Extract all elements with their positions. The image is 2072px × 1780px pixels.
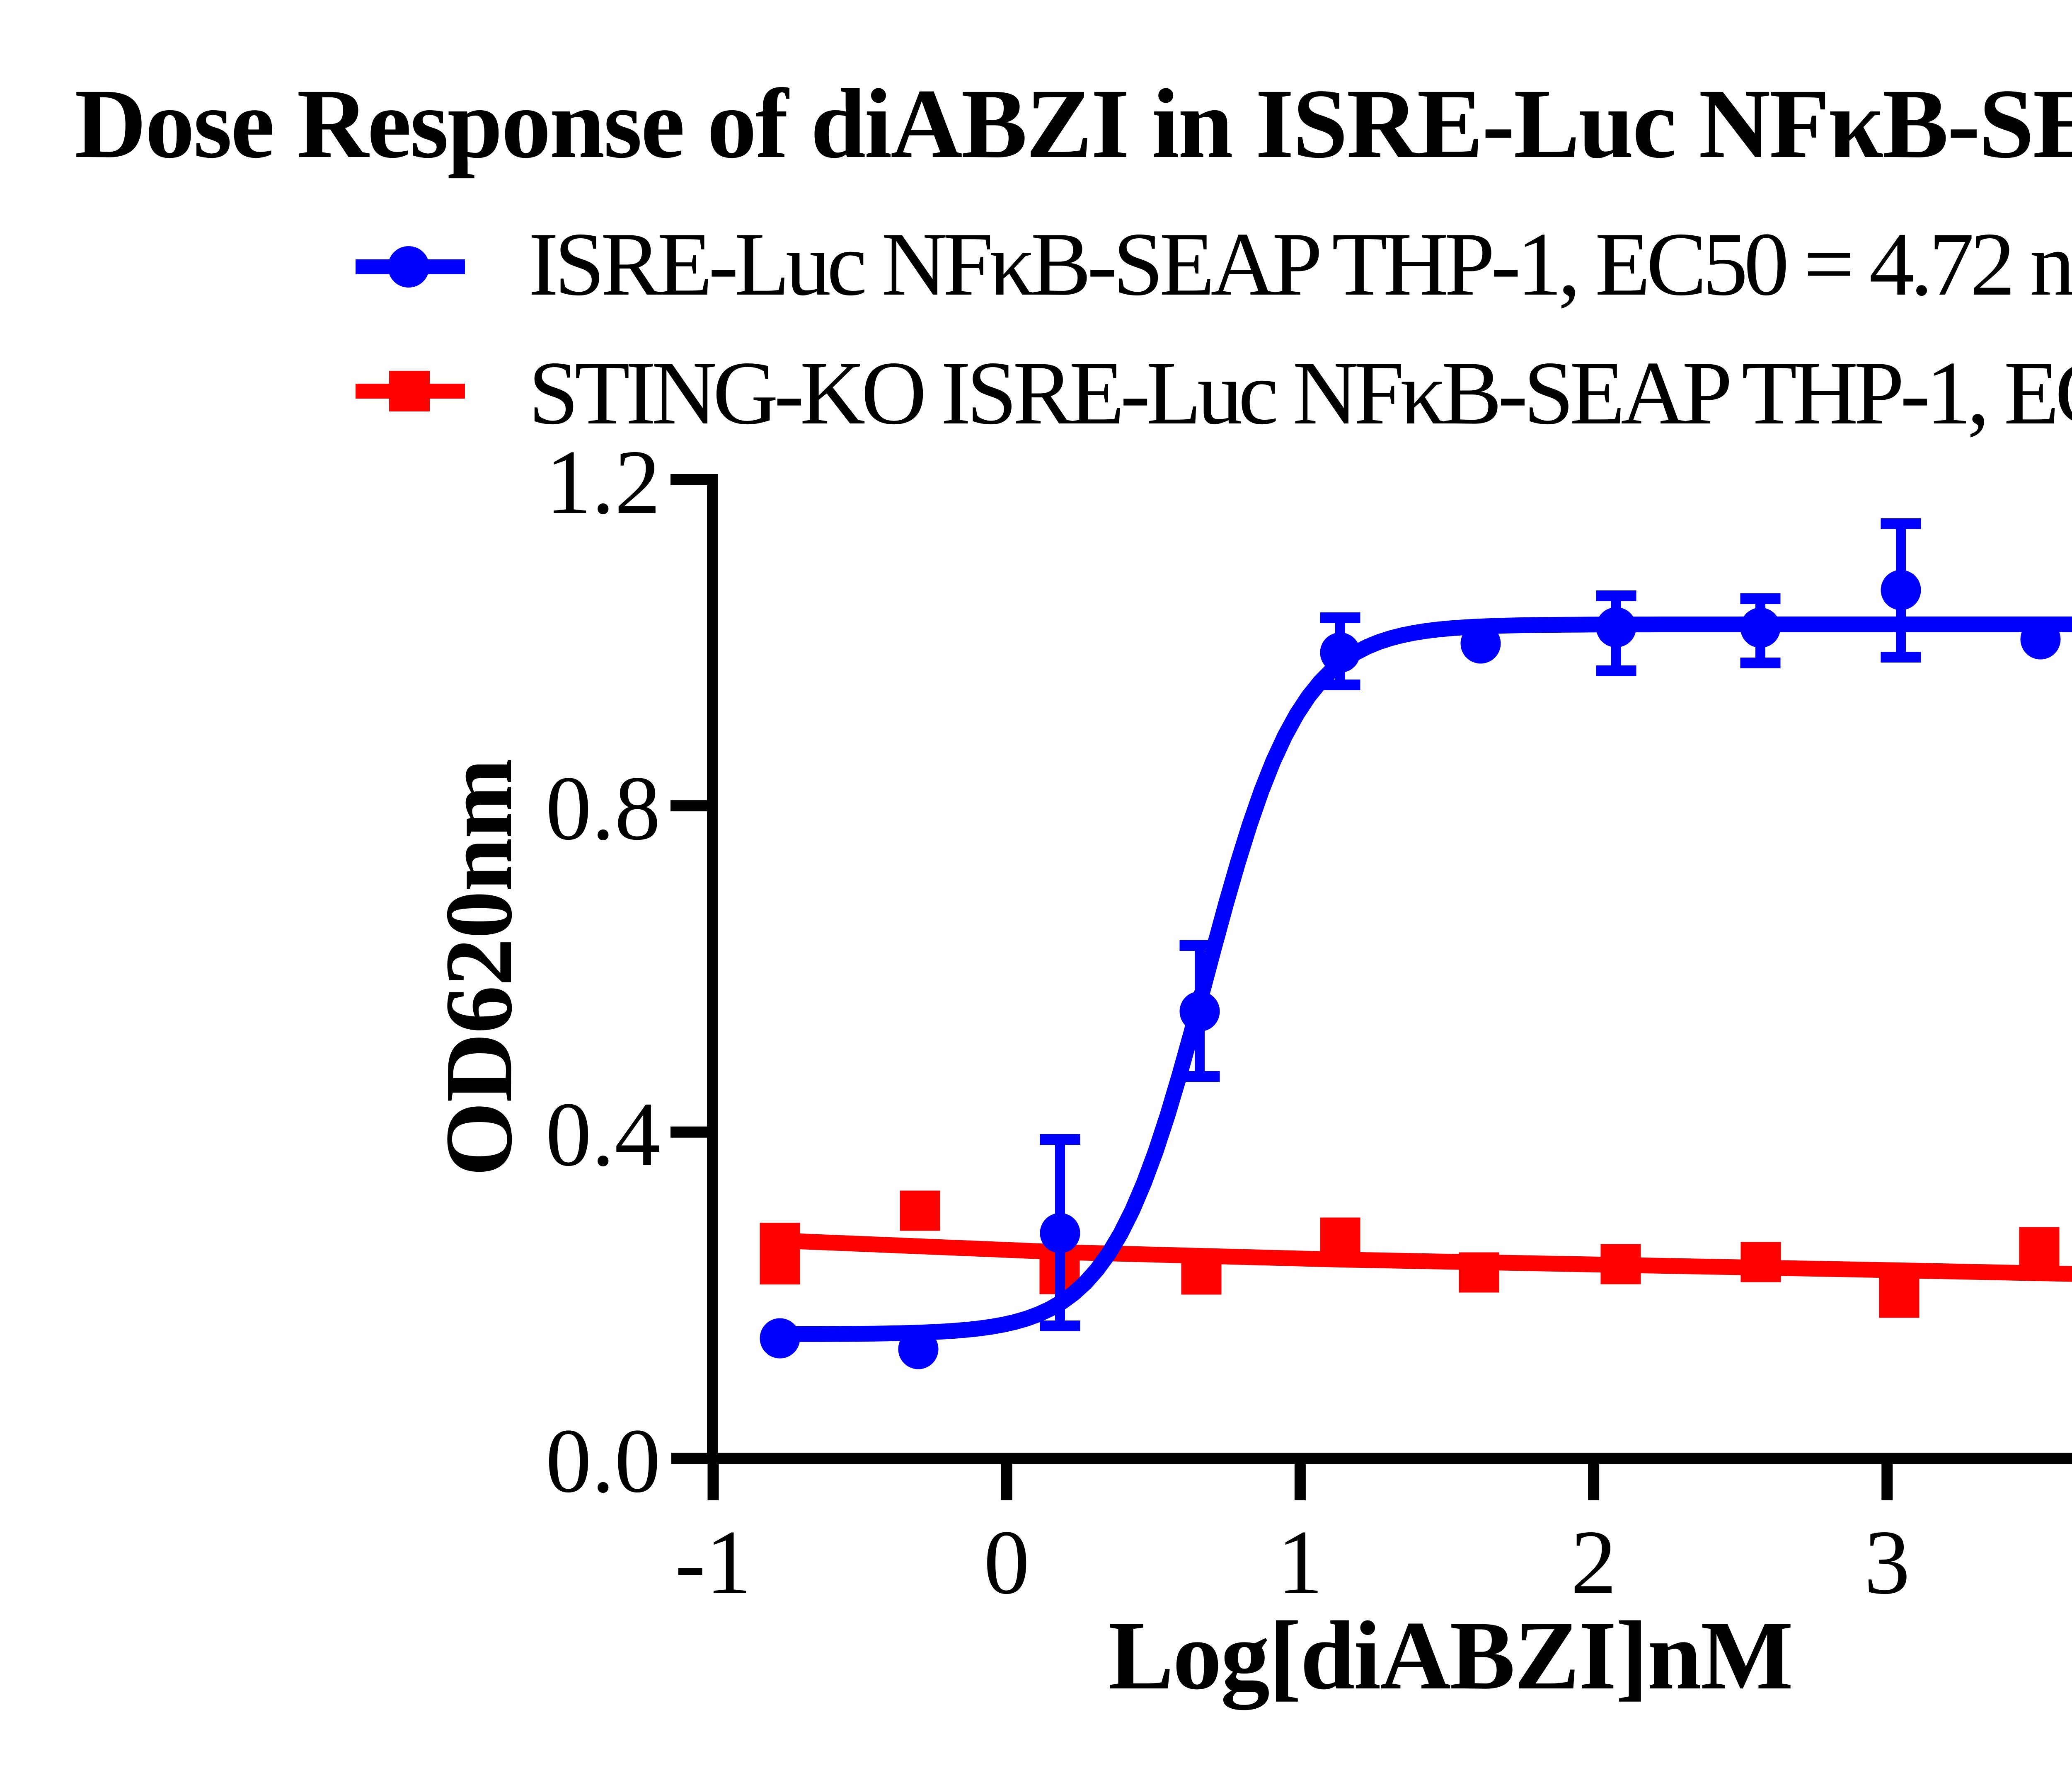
- svg-text:-1: -1: [675, 1512, 752, 1613]
- svg-text:0: 0: [984, 1512, 1030, 1613]
- svg-text:3: 3: [1864, 1512, 1910, 1613]
- svg-text:0.8: 0.8: [546, 757, 661, 859]
- svg-text:1.2: 1.2: [546, 431, 661, 533]
- svg-text:Dose Response of diABZI in ISR: Dose Response of diABZI in ISRE-Luc NFκB…: [75, 68, 2072, 179]
- svg-text:0.0: 0.0: [546, 1410, 661, 1512]
- svg-text:ISRE-Luc NFκB-SEAP THP-1, EC50: ISRE-Luc NFκB-SEAP THP-1, EC50 = 4.72 nM: [528, 214, 2072, 314]
- svg-text:Log[diABZI]nM: Log[diABZI]nM: [1109, 1601, 1794, 1710]
- svg-text:OD620nm: OD620nm: [426, 759, 532, 1177]
- svg-text:STING-KO ISRE-Luc NFκB-SEAP TH: STING-KO ISRE-Luc NFκB-SEAP THP-1, EC50 …: [528, 343, 2072, 443]
- svg-text:0.4: 0.4: [546, 1083, 661, 1185]
- svg-text:1: 1: [1277, 1512, 1323, 1613]
- svg-text:2: 2: [1571, 1512, 1617, 1613]
